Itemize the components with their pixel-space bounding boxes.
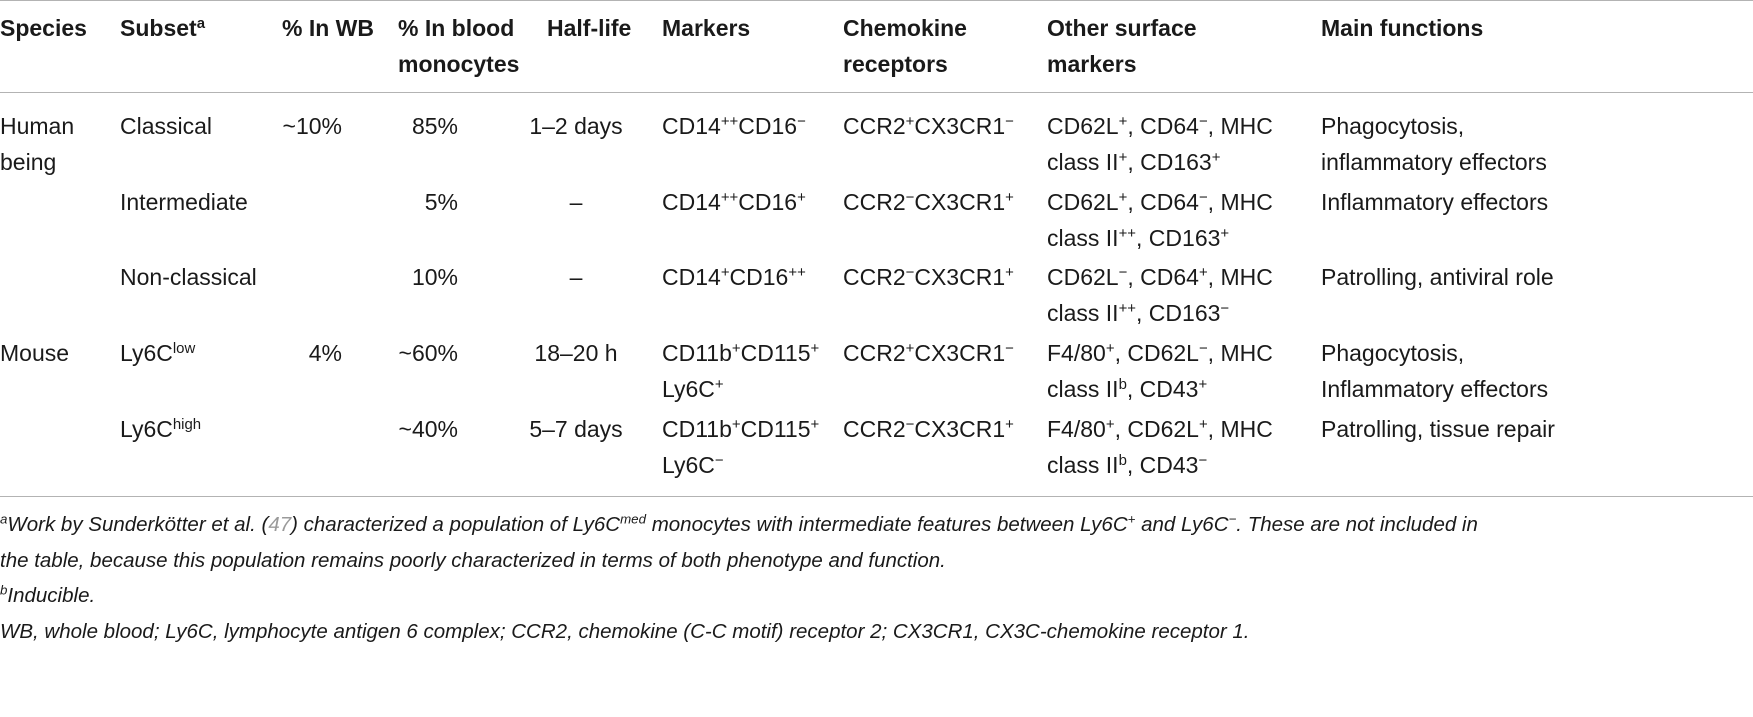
- table-top-rule: [0, 0, 1753, 1]
- pct-blood-cell: ~60%: [398, 340, 458, 366]
- header-chemokine-line2: receptors: [843, 51, 948, 77]
- other-markers-cell: CD62L+, CD64−, MHC: [1047, 188, 1273, 215]
- markers-cell: CD11b+CD115+: [662, 339, 820, 366]
- footnote-line: the table, because this population remai…: [0, 549, 946, 572]
- pct-blood-cell: 5%: [424, 189, 458, 215]
- other-markers-cell: class II++, CD163+: [1047, 224, 1230, 251]
- footnote-line: WB, whole blood; Ly6C, lymphocyte antige…: [0, 620, 1250, 643]
- half-life-cell: 1–2 days: [529, 113, 623, 139]
- subset-cell: Ly6Clow: [120, 339, 196, 366]
- header-markers: Markers: [662, 15, 751, 41]
- other-markers-cell: F4/80+, CD62L−, MHC: [1047, 339, 1273, 366]
- pct-blood-cell: 85%: [411, 113, 458, 139]
- other-markers-cell: class II++, CD163−: [1047, 299, 1230, 326]
- markers-cell: CD14++CD16+: [662, 188, 806, 215]
- markers-cell: Ly6C−: [662, 451, 724, 478]
- other-markers-cell: class II+, CD163+: [1047, 148, 1221, 175]
- other-markers-cell: CD62L+, CD64−, MHC: [1047, 112, 1273, 139]
- main-functions-cell: inflammatory effectors: [1321, 149, 1547, 175]
- other-markers-cell: CD62L−, CD64+, MHC: [1047, 263, 1273, 290]
- subset-footnote-marker: a: [196, 14, 205, 32]
- main-functions-cell: Phagocytosis,: [1321, 113, 1465, 139]
- header-other-line2: markers: [1047, 51, 1137, 77]
- markers-cell: CD14++CD16−: [662, 112, 806, 139]
- header-half-life: Half-life: [547, 15, 632, 41]
- pct-wb-cell: 4%: [308, 340, 342, 366]
- footnote-line: bInducible.: [0, 582, 96, 607]
- chemokine-cell: CCR2+CX3CR1−: [843, 112, 1014, 139]
- chemokine-cell: CCR2−CX3CR1+: [843, 415, 1014, 442]
- subset-cell: Intermediate: [120, 189, 248, 215]
- header-bottom-rule: [0, 92, 1753, 93]
- main-functions-cell: Inflammatory effectors: [1321, 189, 1549, 215]
- species-cell: being: [0, 149, 57, 175]
- main-functions-cell: Inflammatory effectors: [1321, 376, 1549, 402]
- header-subset: Subseta: [120, 14, 205, 41]
- half-life-cell: –: [569, 189, 583, 215]
- species-cell: Human: [0, 113, 75, 139]
- pct-blood-cell: ~40%: [398, 416, 458, 442]
- subset-cell: Ly6Chigh: [120, 415, 202, 442]
- species-cell: Mouse: [0, 340, 70, 366]
- header-species: Species: [0, 15, 87, 41]
- header-pct-wb: % In WB: [282, 15, 374, 41]
- other-markers-cell: F4/80+, CD62L+, MHC: [1047, 415, 1273, 442]
- pct-blood-cell: 10%: [411, 264, 458, 290]
- chemokine-cell: CCR2+CX3CR1−: [843, 339, 1014, 366]
- main-functions-cell: Phagocytosis,: [1321, 340, 1465, 366]
- markers-cell: CD14+CD16++: [662, 263, 806, 290]
- markers-cell: Ly6C+: [662, 375, 724, 402]
- other-markers-cell: class IIb, CD43−: [1047, 451, 1208, 478]
- main-functions-cell: Patrolling, antiviral role: [1321, 264, 1554, 290]
- table-bottom-rule: [0, 496, 1753, 497]
- markers-cell: CD11b+CD115+: [662, 415, 820, 442]
- header-pct-blood: % In blood: [398, 15, 515, 41]
- main-functions-cell: Patrolling, tissue repair: [1321, 416, 1555, 442]
- header-pct-blood-line2: monocytes: [398, 51, 520, 77]
- footnote-line: aWork by Sunderkötter et al. (47) charac…: [0, 511, 1478, 536]
- subset-cell: Classical: [120, 113, 213, 139]
- pct-wb-cell: ~10%: [282, 113, 342, 139]
- subset-cell: Non-classical: [120, 264, 257, 290]
- chemokine-cell: CCR2−CX3CR1+: [843, 188, 1014, 215]
- half-life-cell: 5–7 days: [529, 416, 623, 442]
- other-markers-cell: class IIb, CD43+: [1047, 375, 1208, 402]
- half-life-cell: 18–20 h: [534, 340, 618, 366]
- header-functions: Main functions: [1321, 15, 1484, 41]
- half-life-cell: –: [569, 264, 583, 290]
- chemokine-cell: CCR2−CX3CR1+: [843, 263, 1014, 290]
- header-chemokine: Chemokine: [843, 15, 967, 41]
- header-other: Other surface: [1047, 15, 1197, 41]
